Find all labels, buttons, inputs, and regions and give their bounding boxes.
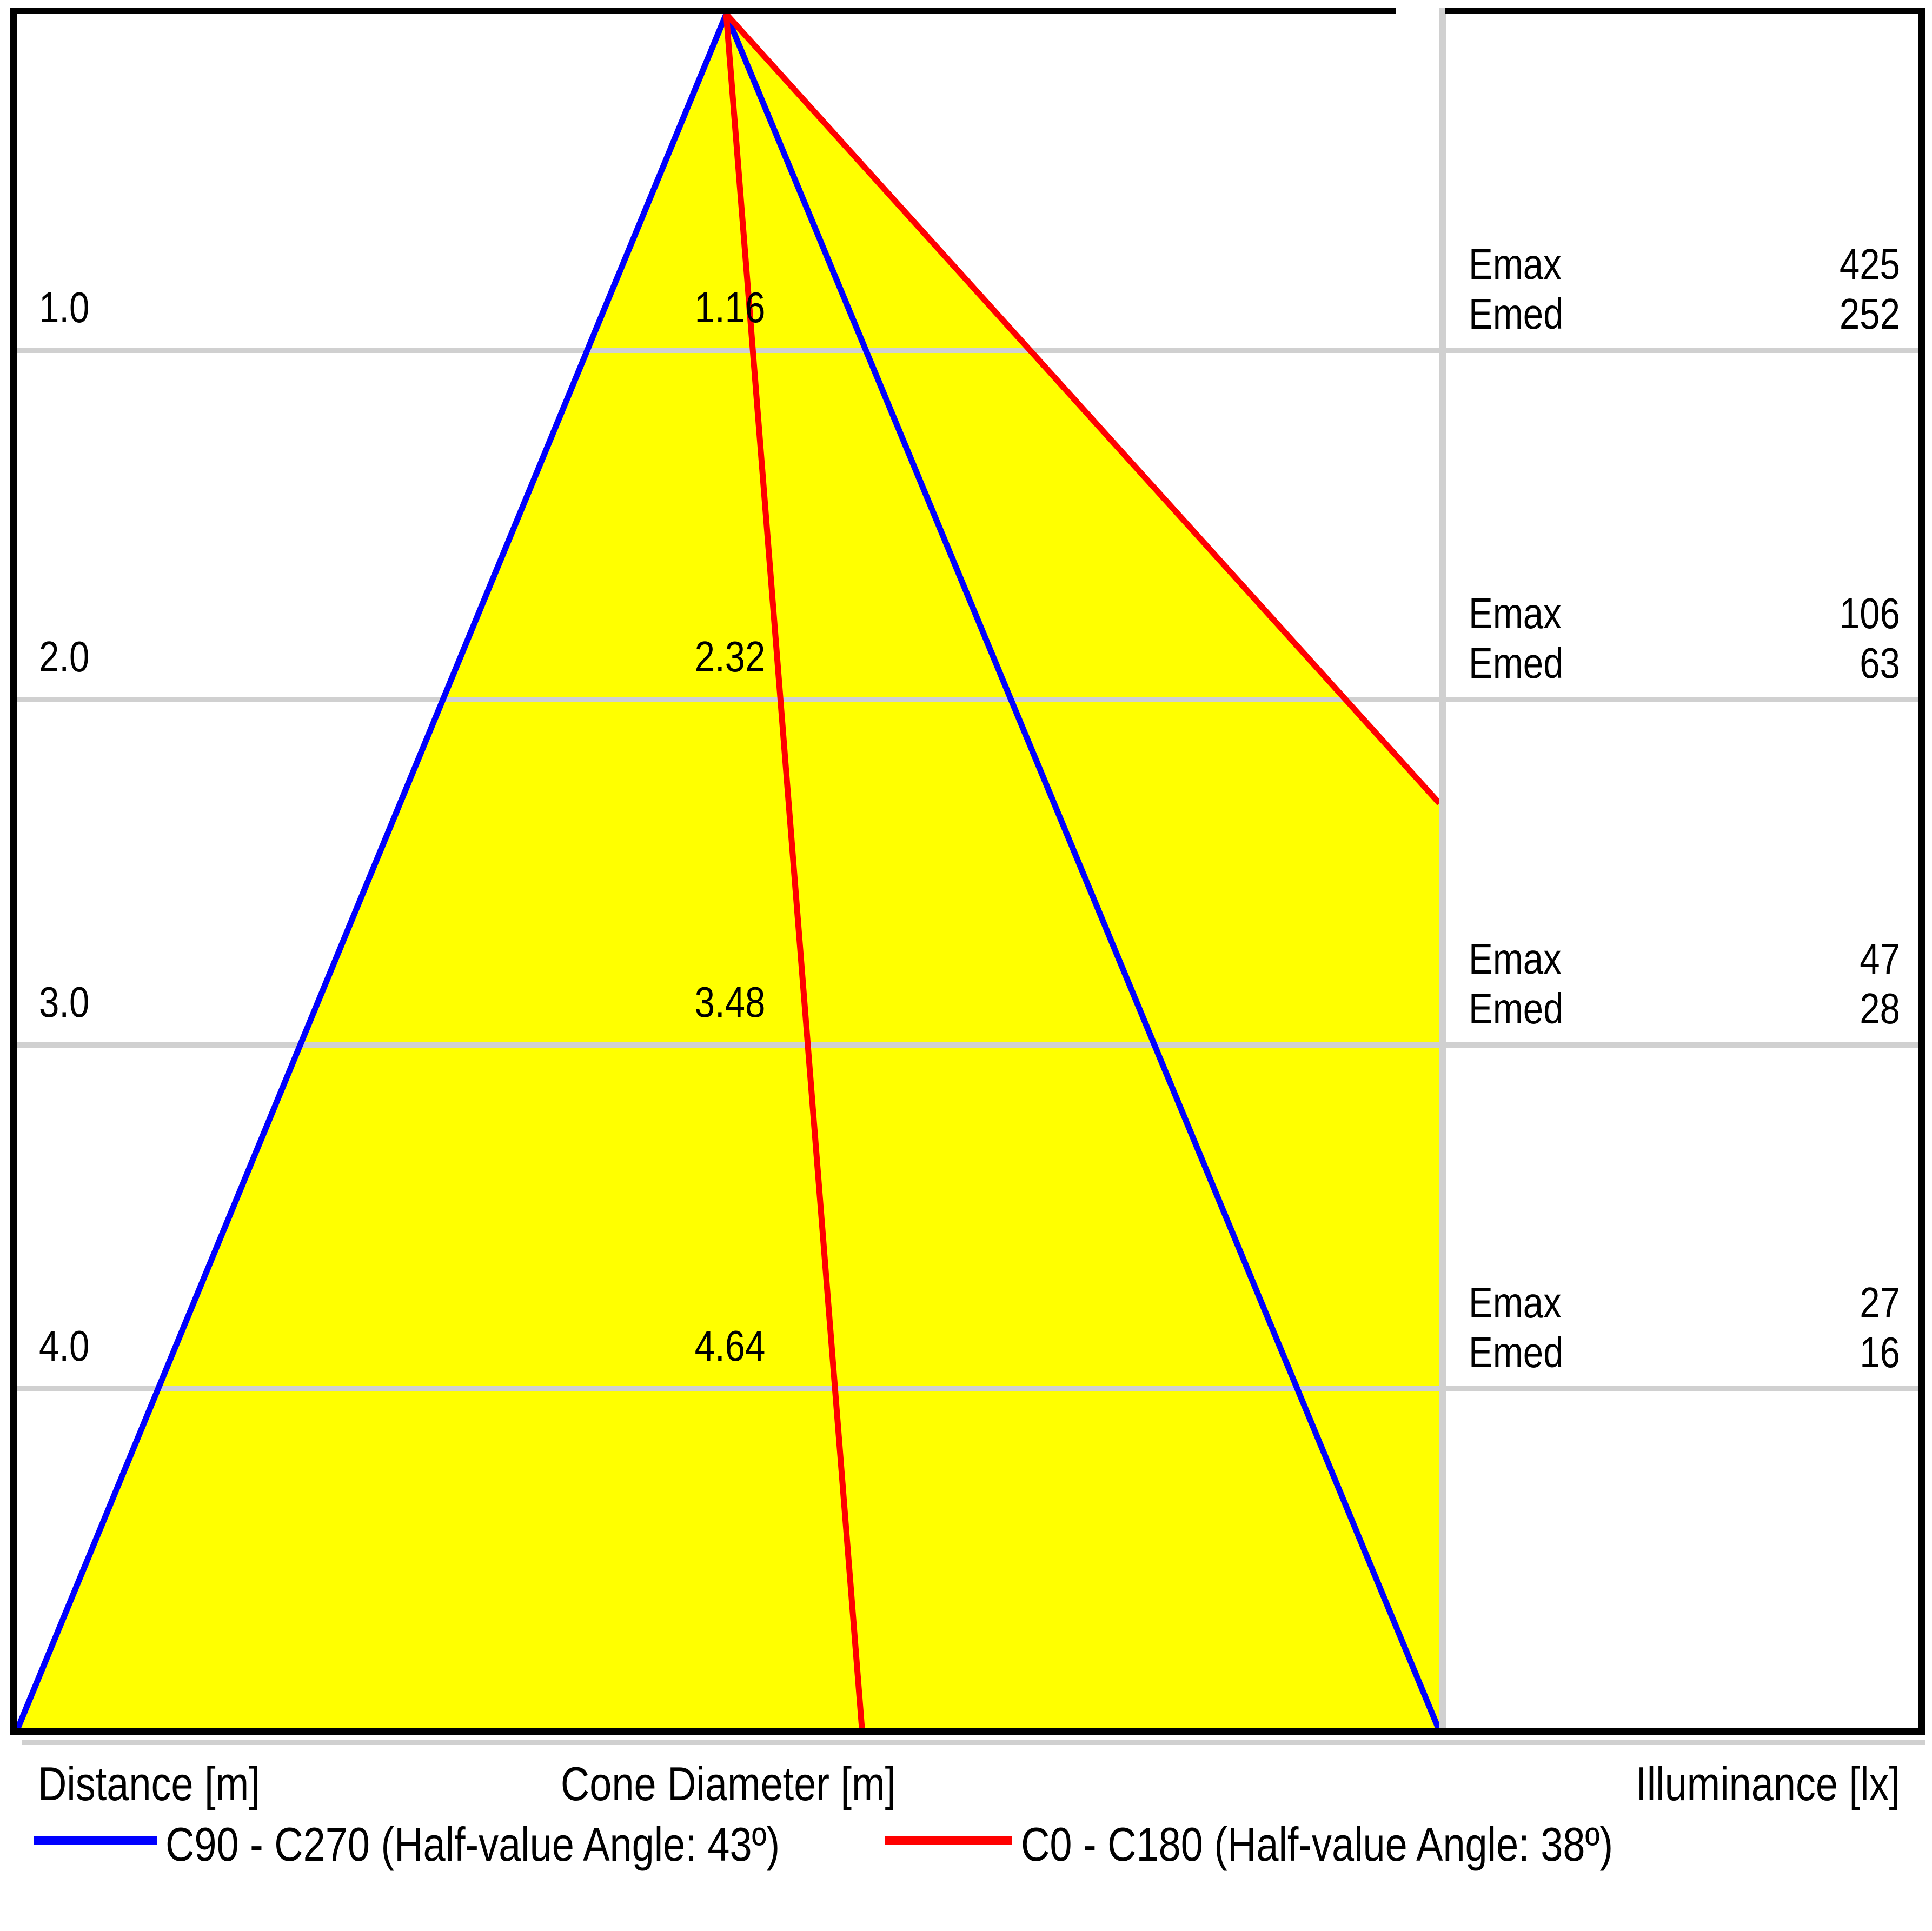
cone-diameter-label-1: 1.16: [695, 283, 766, 331]
distance-label-1: 1.0: [39, 283, 89, 331]
illuminance-axis-caption: Illuminance [lx]: [1636, 1757, 1900, 1811]
panel-gridline-2m: [1446, 697, 1918, 702]
panel-divider: [1439, 8, 1446, 1728]
cone-diameter-label-3: 3.48: [695, 977, 766, 1026]
panel-gridline-3m: [1446, 1042, 1918, 1048]
legend-c0-label: C0 - C180 (Half-value Angle: 38º): [1021, 1818, 1613, 1872]
emed-value-2: 63: [1860, 638, 1900, 687]
c90-right-line: [723, 12, 1442, 1730]
emax-value-4: 27: [1860, 1278, 1900, 1327]
emax-value-3: 47: [1860, 934, 1900, 983]
cone-diameter-axis-caption: Cone Diameter [m]: [561, 1757, 896, 1811]
border-left: [10, 8, 17, 1735]
c90-left-line: [15, 12, 729, 1730]
gridline-3m: [17, 1042, 1439, 1048]
emax-label-1: Emax: [1469, 239, 1562, 288]
cone-diameter-label-2: 2.32: [695, 632, 766, 681]
border-bottom: [10, 1728, 1925, 1735]
emed-label-3: Emed: [1469, 984, 1564, 1033]
gridline-2m: [17, 697, 1439, 702]
emax-label-2: Emax: [1469, 589, 1562, 637]
light-cone-fill: [18, 14, 1439, 1728]
legend-c90-label: C90 - C270 (Half-value Angle: 43º): [165, 1818, 780, 1872]
distance-label-2: 2.0: [39, 632, 89, 681]
emax-label-4: Emax: [1469, 1278, 1562, 1327]
distance-label-3: 3.0: [39, 977, 89, 1026]
emax-value-1: 425: [1840, 239, 1900, 288]
cone-diameter-label-4: 4.64: [695, 1321, 766, 1370]
emed-value-3: 28: [1860, 984, 1900, 1033]
emed-value-4: 16: [1860, 1328, 1900, 1376]
border-right: [1918, 8, 1925, 1735]
legend-c0-swatch: [885, 1836, 1012, 1845]
emax-value-2: 106: [1840, 589, 1900, 637]
emed-label-1: Emed: [1469, 289, 1564, 338]
gridline-4m: [17, 1386, 1439, 1391]
emed-value-1: 252: [1840, 289, 1900, 338]
gridline-1m: [17, 348, 1439, 353]
emax-label-3: Emax: [1469, 934, 1562, 983]
c0-left-line: [723, 14, 865, 1729]
emed-label-2: Emed: [1469, 638, 1564, 687]
border-shadow: [22, 1740, 1925, 1745]
emed-label-4: Emed: [1469, 1328, 1564, 1376]
distance-axis-caption: Distance [m]: [38, 1757, 260, 1811]
panel-gridline-1m: [1446, 348, 1918, 353]
panel-gridline-4m: [1446, 1386, 1918, 1391]
border-top-left: [10, 8, 1396, 14]
border-top-right: [1445, 8, 1925, 14]
c0-right-line: [723, 12, 1442, 805]
distance-label-4: 4.0: [39, 1321, 89, 1370]
legend-c90-swatch: [34, 1836, 157, 1845]
